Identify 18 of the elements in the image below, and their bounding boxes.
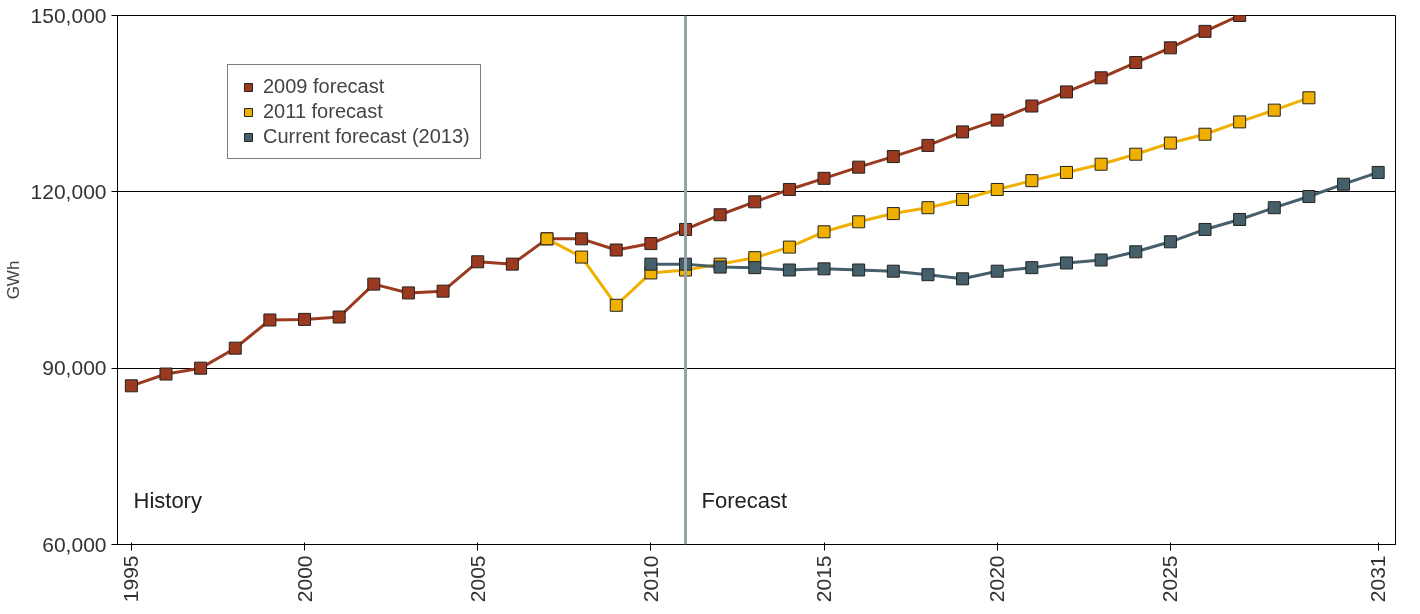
annotation: Forecast — [701, 487, 788, 513]
x-tick-label: 2031 — [1366, 555, 1390, 603]
x-tick-label: 2005 — [465, 555, 489, 603]
y-axis-title: GWh — [3, 260, 23, 300]
annotation: History — [133, 487, 202, 513]
x-tick-label: 1995 — [119, 555, 143, 603]
x-tick-label: 2025 — [1158, 555, 1182, 603]
legend-label: 2011 forecast — [263, 100, 383, 123]
legend-label: Current forecast (2013) — [263, 125, 470, 148]
legend-label: 2009 forecast — [263, 75, 385, 98]
x-tick-label: 2015 — [812, 555, 836, 603]
x-tick-label: 2020 — [985, 555, 1009, 603]
x-tick-label: 2000 — [292, 555, 316, 603]
y-tick-label: 60,000 — [42, 532, 107, 556]
y-tick-label: 150,000 — [30, 3, 107, 27]
y-tick-label: 90,000 — [42, 356, 107, 380]
y-tick-label: 120,000 — [30, 179, 107, 203]
x-tick-label: 2010 — [638, 555, 662, 603]
